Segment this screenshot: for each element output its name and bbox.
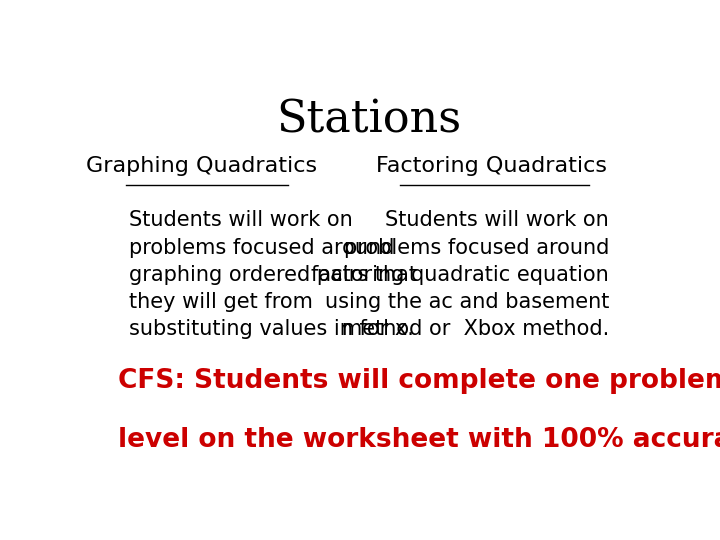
Text: level on the worksheet with 100% accuracy.: level on the worksheet with 100% accurac…	[118, 427, 720, 453]
Text: Factoring Quadratics: Factoring Quadratics	[377, 156, 607, 176]
Text: Students will work on
problems focused around
factoring quadratic equation
using: Students will work on problems focused a…	[311, 210, 609, 339]
Text: Students will work on
problems focused around
graphing ordered pairs that
they w: Students will work on problems focused a…	[129, 210, 417, 339]
Text: Stations: Stations	[276, 98, 462, 141]
Text: Graphing Quadratics: Graphing Quadratics	[86, 156, 318, 176]
Text: CFS: Students will complete one problem of each: CFS: Students will complete one problem …	[118, 368, 720, 394]
